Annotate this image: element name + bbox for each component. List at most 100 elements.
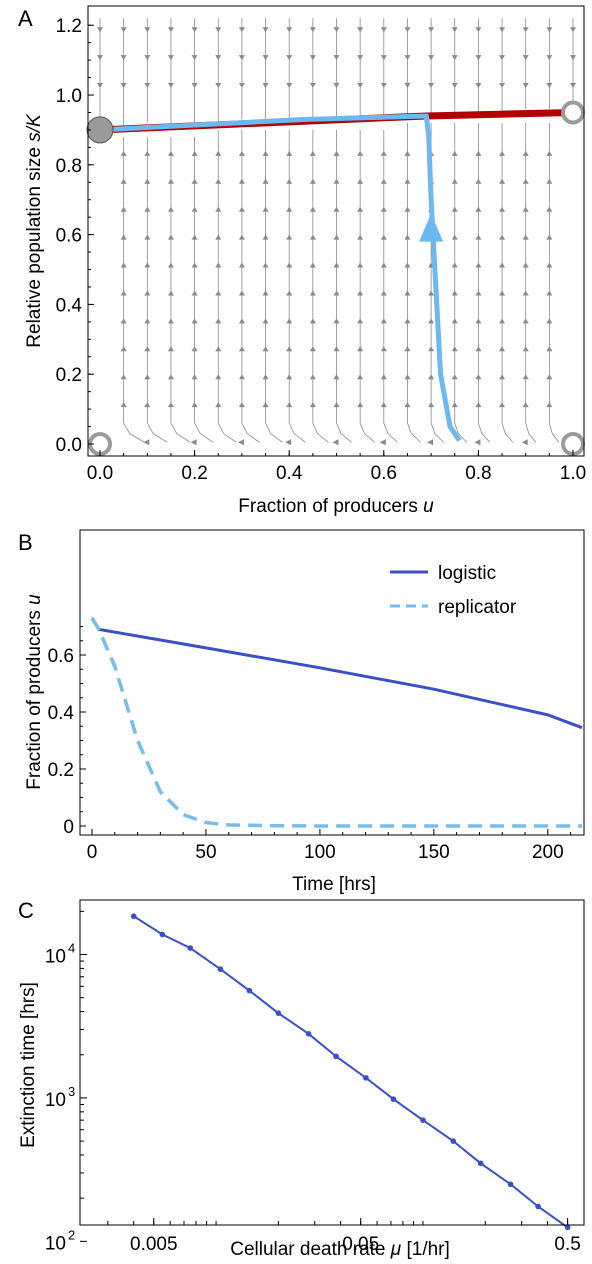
stream-arrow [404,262,411,268]
stream-arrow [428,83,435,89]
stream-arrow [333,346,340,352]
stream-line [359,129,375,443]
stream-arrow [238,346,245,352]
stream-arrow [475,27,482,33]
stream-arrow [120,83,127,89]
stream-arrow [357,178,364,184]
stream-arrow [380,346,387,352]
y-tick-label: 0.8 [56,156,82,177]
x-tick-label: 0.0 [87,463,113,484]
stream-arrow [522,178,529,184]
y-axis-label-c: Extinction time [hrs] [18,982,39,1148]
stream-arrow [499,262,506,268]
stream-arrow [475,178,482,184]
stream-arrow [191,150,198,156]
stream-arrow [144,262,151,268]
stream-arrow [451,27,458,33]
x-tick-label: 0.4 [276,463,303,484]
stream-arrow [191,374,198,380]
data-point [217,966,224,973]
stream-line [336,129,352,443]
stream-arrow [286,374,293,380]
stream-arrow [309,346,316,352]
data-point [305,1031,312,1037]
stream-arrow [262,346,269,352]
stream-arrow [451,178,458,184]
stream-arrow [522,290,529,296]
stream-arrow [570,55,576,61]
stream-arrow [546,318,553,324]
stream-arrow [238,262,245,268]
stream-arrow [215,55,222,61]
data-point [477,1160,484,1167]
y-tick-label: 0.6 [56,226,82,247]
stream-arrow [238,234,245,240]
stream-arrow [451,150,458,156]
stream-arrow [404,206,411,212]
stream-arrow [191,262,198,268]
stream-arrow [120,55,127,61]
data-point [363,1075,369,1081]
stream-arrow [499,402,506,408]
y-tick-label: 0.2 [56,365,82,386]
stream-arrow [262,374,269,380]
stream-arrow [522,150,529,156]
stream-line [501,122,514,443]
stream-arrow [144,27,151,33]
stream-line [383,129,398,443]
stream-arrow [286,27,293,33]
stream-arrow [546,206,553,212]
stream-line [170,136,191,443]
stream-arrow [238,402,245,408]
stream-arrow [451,55,458,61]
stream-arrow [451,318,458,324]
stream-arrow [262,234,269,240]
stream-arrow [380,234,387,240]
stream-arrow [286,206,293,212]
stream-arrow [215,374,222,380]
stream-arrow [475,150,482,156]
stream-arrow [522,27,529,33]
stream-arrow [357,402,364,408]
stream-arrow [262,27,269,33]
stream-arrow [570,83,576,89]
stream-arrow [120,290,127,296]
data-point [564,1224,571,1231]
stream-arrow [286,346,293,352]
stream-arrow [428,402,435,408]
stream-arrow [167,346,174,352]
stream-arrow [238,150,245,156]
series-logistic-line [90,617,583,730]
stream-arrow [262,55,269,61]
data-point [390,1096,397,1102]
stream-arrow [404,346,411,352]
stream-arrow [262,83,269,89]
stream-arrow [144,374,151,380]
stream-arrow [262,402,269,408]
stream-arrow [333,402,340,408]
stream-arrow [120,318,127,324]
stream-line [241,129,260,443]
stream-arrow [428,346,435,352]
stream-arrow [309,55,316,61]
legend-label-logistic: logistic [438,563,496,584]
stream-arrow [309,83,316,89]
x-axis-ticks-c: 0.005 0.05 0.5 [107,1218,581,1255]
stream-arrow [120,206,127,212]
stream-line [288,129,306,443]
stream-arrow [522,346,529,352]
stream-arrow [357,83,364,89]
y-tick-label: 1.0 [56,86,82,107]
stream-arrow [167,55,174,61]
time-series [90,617,583,828]
stream-arrow [522,262,529,268]
y-tick-label: 0.6 [48,646,74,667]
stream-arrow [357,150,364,156]
stream-line [265,129,283,443]
stream-arrow [286,318,293,324]
stream-arrow [144,290,151,296]
x-tick-label: 150 [418,842,450,863]
stream-arrow [404,374,411,380]
stream-arrow [357,290,364,296]
stream-arrow [380,178,387,184]
